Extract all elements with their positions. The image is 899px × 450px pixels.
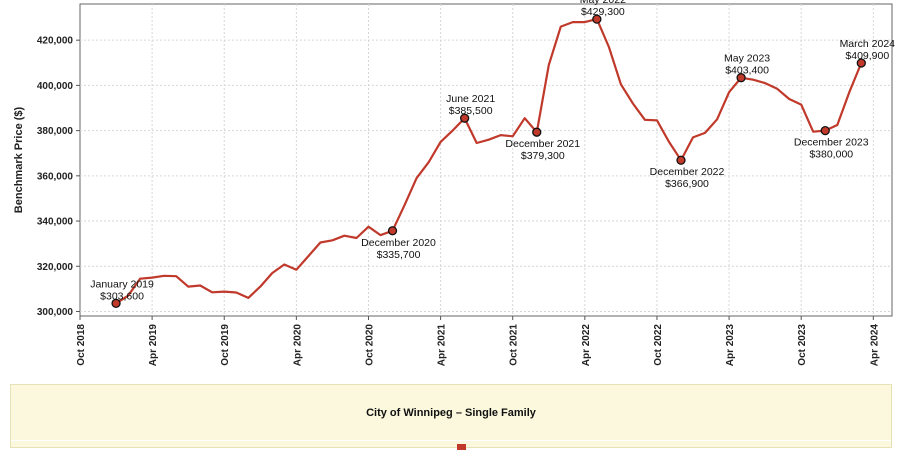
data-point-marker (592, 14, 602, 24)
annotation-date-label: December 2021 (505, 138, 580, 150)
data-point-marker (111, 298, 121, 308)
x-tick-label: Oct 2023 (797, 324, 808, 366)
annotation-date-label: December 2022 (650, 166, 725, 178)
y-tick-label: 300,000 (37, 307, 74, 318)
y-tick-label: 380,000 (37, 126, 74, 137)
annotation-date-label: May 2023 (724, 53, 770, 65)
x-tick-label: Apr 2020 (292, 324, 303, 367)
x-tick-label: Oct 2018 (76, 324, 87, 366)
y-axis: 300,000 320,000 340,000 360,000 380,000 400,0… (37, 36, 80, 318)
x-axis: Oct 2018 Apr 2019 Oct 2019 Apr 2020 Oct 2020… (76, 316, 880, 366)
annotations-layer: January 2019$303,600 December 2020$335,70… (90, 0, 896, 308)
data-point-marker (676, 155, 686, 165)
annotation-date-label: March 2024 (840, 38, 896, 50)
legend-title: City of Winnipeg – Single Family (366, 407, 536, 419)
y-tick-label: 400,000 (37, 81, 74, 92)
legend-swatch (457, 444, 466, 450)
annotation-date-label: June 2021 (446, 93, 495, 105)
x-tick-label: Apr 2022 (581, 324, 592, 367)
grid (80, 4, 892, 316)
x-tick-label: Apr 2024 (869, 324, 880, 367)
y-tick-label: 340,000 (37, 217, 74, 228)
data-point-marker (532, 127, 542, 137)
annotation-value-label: $379,300 (521, 150, 565, 162)
plot-area (79, 3, 893, 317)
data-point-marker (736, 73, 746, 83)
annotation-value-label: $366,900 (665, 178, 709, 190)
line-chart: 300,000 320,000 340,000 360,000 380,000 400,0… (13, 0, 896, 366)
x-tick-label: Oct 2020 (364, 324, 375, 366)
annotation-value-label: $385,500 (449, 105, 493, 117)
data-point-marker (459, 113, 470, 123)
x-tick-label: Apr 2023 (725, 324, 736, 367)
annotation-date-label: May 2022 (580, 0, 626, 6)
x-tick-label: Oct 2022 (653, 324, 664, 366)
series-layer (115, 18, 863, 305)
y-tick-label: 320,000 (37, 262, 74, 273)
x-tick-label: Apr 2021 (437, 324, 448, 367)
annotation-value-label: $403,400 (725, 65, 769, 77)
data-point-marker (820, 125, 830, 136)
annotation-value-label: $380,000 (809, 149, 853, 161)
legend-divider (11, 440, 891, 441)
annotation-value-label: $303,600 (100, 290, 144, 302)
data-point-marker (856, 58, 866, 68)
x-tick-label: Oct 2021 (509, 324, 520, 366)
annotation-value-label: $335,700 (377, 249, 421, 261)
series-line (115, 18, 863, 305)
x-tick-label: Oct 2019 (220, 324, 231, 366)
annotation-value-label: $429,300 (581, 6, 625, 18)
annotation-date-label: December 2020 (361, 237, 436, 249)
legend-panel: City of Winnipeg – Single Family (10, 384, 892, 450)
data-point-marker (387, 226, 398, 236)
annotation-value-label: $409,900 (845, 50, 889, 62)
x-tick-label: Apr 2019 (148, 324, 159, 367)
y-axis-title: Benchmark Price ($) (13, 106, 25, 213)
annotation-date-label: December 2023 (794, 137, 869, 149)
y-tick-label: 360,000 (37, 171, 74, 182)
y-tick-label: 420,000 (37, 36, 74, 47)
annotation-date-label: January 2019 (90, 278, 154, 290)
